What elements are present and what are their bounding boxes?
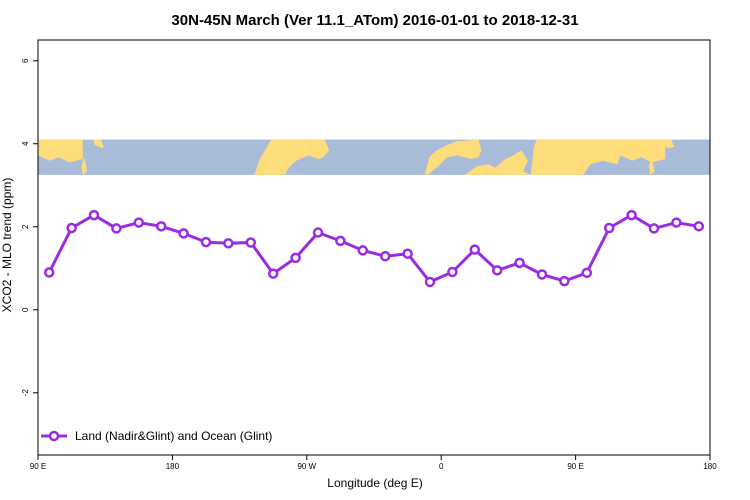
data-point <box>267 268 279 279</box>
series-layer <box>43 209 705 288</box>
y-tick-label: 0 <box>21 307 30 312</box>
series-line <box>47 213 700 284</box>
x-tick-label: 0 <box>439 462 444 471</box>
data-point <box>43 267 55 278</box>
data-point <box>66 222 77 234</box>
data-point <box>155 221 167 232</box>
data-point <box>178 228 189 239</box>
data-point <box>357 245 369 256</box>
land-shape <box>662 139 675 149</box>
data-point <box>514 257 525 269</box>
x-axis-label: Longitude (deg E) <box>327 476 422 490</box>
data-point <box>648 223 660 234</box>
x-tick-label: 180 <box>166 462 180 471</box>
data-point <box>245 237 257 248</box>
legend-marker <box>48 430 60 442</box>
x-tick-label: 90 E <box>30 462 46 471</box>
chart-title: 30N-45N March (Ver 11.1_ATom) 2016-01-01… <box>171 12 578 29</box>
y-tick-label: -2 <box>21 389 30 397</box>
data-point <box>88 209 100 221</box>
data-point <box>559 275 570 287</box>
data-point <box>581 267 593 279</box>
map-land <box>38 139 675 175</box>
data-point <box>312 227 324 238</box>
data-point <box>447 266 458 278</box>
land-shape <box>254 139 330 175</box>
data-point <box>603 222 615 234</box>
data-point <box>111 223 122 234</box>
data-point <box>223 238 234 249</box>
land-shape <box>93 139 104 149</box>
y-tick-label: 4 <box>21 141 30 146</box>
map-strip <box>38 139 710 175</box>
y-axis-label: XCO2 - MLO trend (ppm) <box>0 178 14 313</box>
legend: Land (Nadir&Glint) and Ocean (Glint) <box>41 429 272 443</box>
data-point <box>626 209 637 221</box>
data-point <box>536 269 548 280</box>
land-shape <box>530 139 666 175</box>
data-point <box>491 265 503 276</box>
data-point <box>693 221 705 232</box>
data-point <box>335 235 346 247</box>
land-shape <box>648 157 655 175</box>
data-point <box>379 250 391 262</box>
data-point <box>424 276 436 288</box>
plot-area <box>37 39 711 456</box>
land-shape <box>81 157 88 175</box>
data-point <box>469 244 481 255</box>
x-tick-label: 90 E <box>567 462 583 471</box>
x-tick-label: 90 W <box>297 462 316 471</box>
y-tick-label: 6 <box>21 58 30 63</box>
data-point <box>671 217 682 228</box>
y-tick-label: 2 <box>21 224 30 229</box>
data-point <box>290 252 301 264</box>
x-axis: 90 E 180 90 W 0 90 E 180 <box>30 455 717 471</box>
x-tick-label: 180 <box>703 462 717 471</box>
land-shape <box>465 150 531 175</box>
data-point <box>133 217 145 228</box>
legend-label: Land (Nadir&Glint) and Ocean (Glint) <box>75 429 272 443</box>
data-point <box>200 236 212 248</box>
data-point <box>402 248 413 259</box>
land-shape <box>424 139 482 175</box>
y-axis: -2 0 2 4 6 <box>21 58 38 396</box>
land-shape <box>38 139 83 163</box>
